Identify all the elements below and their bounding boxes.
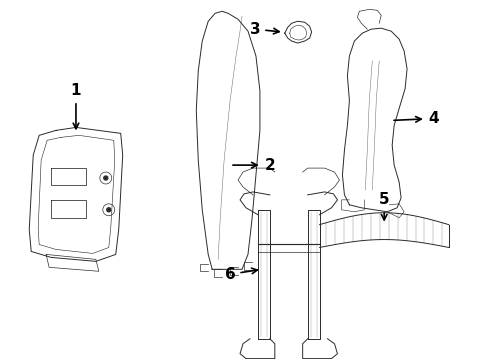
Text: 4: 4 — [394, 111, 439, 126]
Text: 6: 6 — [225, 267, 257, 282]
Text: 2: 2 — [233, 158, 275, 172]
Circle shape — [107, 208, 111, 212]
Text: 1: 1 — [71, 83, 81, 129]
Circle shape — [104, 176, 108, 180]
Text: 5: 5 — [379, 192, 390, 220]
Text: 3: 3 — [249, 22, 279, 37]
